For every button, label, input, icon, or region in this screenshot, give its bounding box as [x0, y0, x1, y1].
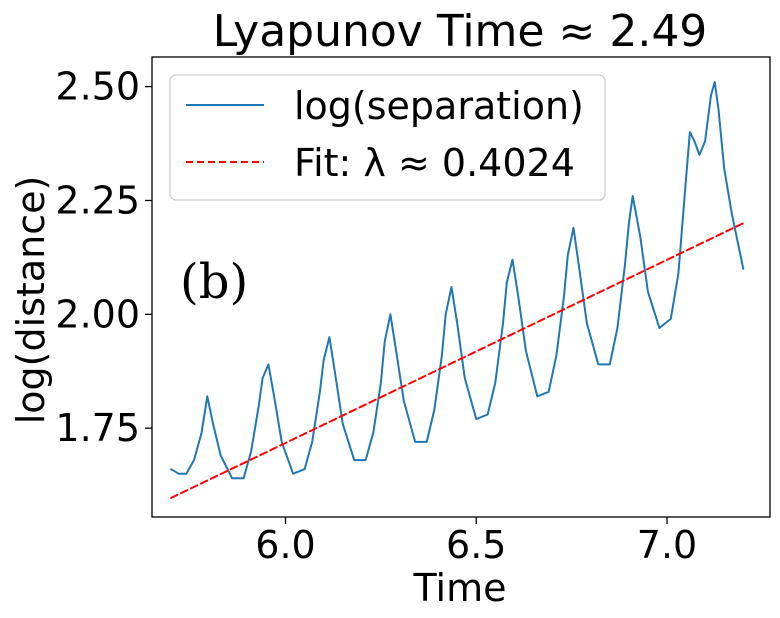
plot-frame [151, 56, 771, 518]
y-axis: 1.75 2.00 2.25 2.50 [55, 65, 152, 450]
y-tick-label: 2.25 [55, 178, 140, 222]
x-tick-label: 7.0 [637, 523, 697, 567]
series-line-1 [170, 222, 745, 499]
x-axis-label: Time [413, 566, 507, 610]
x-tick-label: 6.0 [255, 523, 315, 567]
y-tick-label: 2.50 [55, 65, 140, 109]
x-axis: 6.0 6.5 7.0 [255, 517, 697, 567]
chart-title: Lyapunov Time ≈ 2.49 [213, 6, 708, 57]
y-tick-label: 2.00 [55, 292, 140, 336]
y-tick-label: 1.75 [55, 406, 140, 450]
legend: log(separation) Fit: λ ≈ 0.4024 [169, 74, 606, 201]
x-tick-label: 6.5 [446, 523, 506, 567]
y-axis-label: log(distance) [9, 176, 53, 425]
legend-label-fit: Fit: λ ≈ 0.4024 [294, 141, 575, 185]
plot-area [170, 81, 745, 499]
legend-box [169, 74, 606, 201]
panel-annotation: (b) [180, 254, 248, 310]
legend-label-separation: log(separation) [294, 84, 584, 128]
series-line-0 [170, 81, 745, 480]
